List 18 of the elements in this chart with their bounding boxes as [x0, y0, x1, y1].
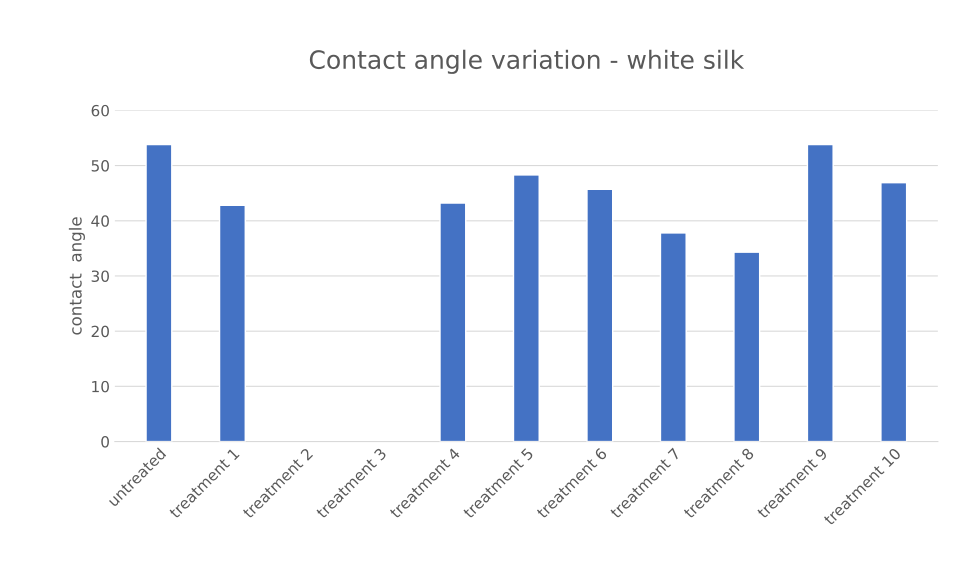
bar: [512, 174, 540, 442]
bar: [660, 232, 687, 442]
y-tick-label: 20: [92, 326, 109, 338]
chart-title: Contact angle variation - white silk: [310, 50, 744, 74]
bar: [733, 252, 760, 442]
y-tick-label: 0: [101, 436, 109, 448]
y-tick-label: 30: [92, 270, 109, 282]
bar: [145, 144, 172, 442]
y-tick-label: 50: [92, 160, 109, 172]
y-axis-title: contact angle: [68, 217, 85, 335]
y-tick-label: 10: [92, 380, 109, 392]
bar: [218, 204, 246, 442]
bar: [806, 144, 834, 442]
bar: [880, 182, 908, 442]
y-tick-label: 40: [91, 215, 109, 227]
bar: [586, 188, 614, 442]
bar: [439, 202, 466, 442]
y-tick-label: 60: [92, 104, 109, 116]
